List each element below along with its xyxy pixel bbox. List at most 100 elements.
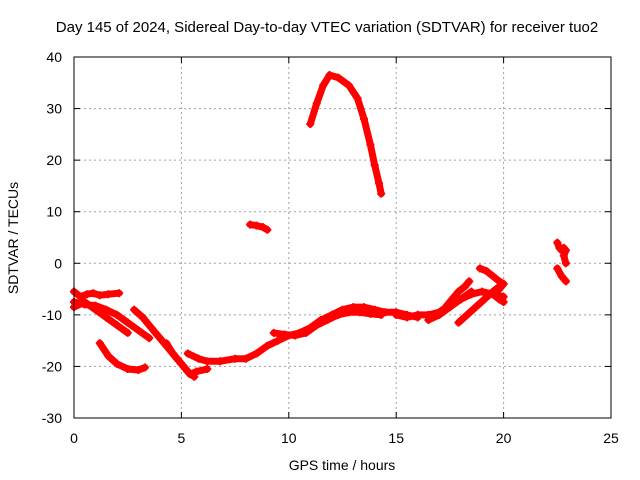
data-point: [89, 289, 98, 298]
data-point: [375, 179, 384, 188]
data-point: [323, 316, 332, 325]
data-point: [162, 339, 171, 348]
data-point: [82, 290, 91, 299]
data-point: [454, 287, 463, 296]
plot-frame: [73, 56, 612, 419]
data-point: [559, 251, 568, 260]
series-trace-9: [246, 220, 272, 234]
data-point: [155, 334, 164, 343]
data-point: [259, 223, 268, 232]
data-point: [291, 331, 300, 340]
data-point: [499, 297, 508, 306]
data-point: [263, 225, 272, 234]
data-point: [561, 277, 570, 286]
data-point: [475, 264, 484, 273]
data-point: [355, 308, 364, 317]
data-point: [495, 295, 504, 304]
data-point: [334, 73, 343, 82]
series-trace-1: [70, 287, 124, 301]
data-point: [435, 310, 444, 319]
data-point: [482, 267, 491, 276]
x-axis-label: GPS time / hours: [289, 457, 396, 473]
data-point: [112, 359, 121, 368]
data-point: [344, 308, 353, 317]
data-point: [231, 354, 240, 363]
x-tick-label: 25: [603, 430, 619, 446]
data-point: [138, 313, 147, 322]
data-point: [377, 189, 386, 198]
data-point: [463, 310, 472, 319]
data-point: [123, 365, 132, 374]
x-tick-label: 15: [388, 430, 404, 446]
data-point: [448, 295, 457, 304]
y-axis-label: SDTVAR / TECUs: [5, 182, 21, 294]
data-point: [102, 313, 111, 322]
data-point: [460, 282, 469, 291]
data-point: [134, 366, 143, 375]
data-point: [183, 367, 192, 376]
data-point: [312, 321, 321, 330]
data-point: [441, 303, 450, 312]
data-point: [95, 291, 104, 300]
data-point: [319, 81, 328, 90]
data-point: [306, 120, 315, 129]
data-point: [561, 246, 570, 255]
data-point: [203, 365, 212, 374]
data-point: [183, 349, 192, 358]
data-point: [366, 309, 375, 318]
data-point: [130, 305, 139, 314]
data-point: [334, 310, 343, 319]
x-tick-label: 20: [496, 430, 512, 446]
data-point: [495, 277, 504, 286]
data-point: [252, 349, 261, 358]
series-trace-8: [269, 308, 386, 340]
data-point: [95, 339, 104, 348]
data-point: [353, 94, 362, 103]
data-series: [70, 71, 570, 381]
y-tick-label: -20: [42, 358, 62, 374]
x-tick-label: 0: [70, 430, 78, 446]
data-point: [263, 341, 272, 350]
series-trace-16: [553, 238, 570, 268]
data-point: [359, 114, 368, 123]
y-tick-label: 40: [46, 49, 62, 65]
y-tick-label: 20: [46, 152, 62, 168]
data-point: [241, 354, 250, 363]
data-point: [216, 357, 225, 366]
data-point: [488, 290, 497, 299]
data-point: [454, 318, 463, 327]
data-point: [456, 295, 465, 304]
data-point: [392, 310, 401, 319]
data-point: [80, 297, 89, 306]
y-tick-label: 30: [46, 101, 62, 117]
y-tick-label: -30: [42, 410, 62, 426]
x-tick-label: 10: [281, 430, 297, 446]
data-point: [344, 81, 353, 90]
data-point: [123, 328, 132, 337]
data-point: [194, 354, 203, 363]
data-point: [203, 357, 212, 366]
data-point: [424, 316, 433, 325]
data-point: [112, 310, 121, 319]
y-tick-label: -10: [42, 307, 62, 323]
data-point: [177, 359, 186, 368]
series-trace-15: [475, 264, 508, 306]
data-point: [402, 313, 411, 322]
data-point: [246, 220, 255, 229]
y-tick-label: 0: [54, 255, 62, 271]
data-point: [413, 310, 422, 319]
axis-ticks: 0 5 10 15 20 25 -30 -20 -10 0 10 20 30 40: [42, 49, 619, 446]
data-point: [478, 287, 487, 296]
data-point: [274, 336, 283, 345]
data-point: [190, 372, 199, 381]
data-point: [104, 352, 113, 361]
x-tick-label: 5: [178, 430, 186, 446]
data-point: [76, 292, 85, 301]
data-point: [561, 259, 570, 268]
data-point: [557, 272, 566, 281]
series-trace-6: [162, 339, 199, 381]
data-point: [134, 326, 143, 335]
data-point: [140, 363, 149, 372]
series-trace-4: [95, 339, 149, 375]
data-point: [312, 99, 321, 108]
